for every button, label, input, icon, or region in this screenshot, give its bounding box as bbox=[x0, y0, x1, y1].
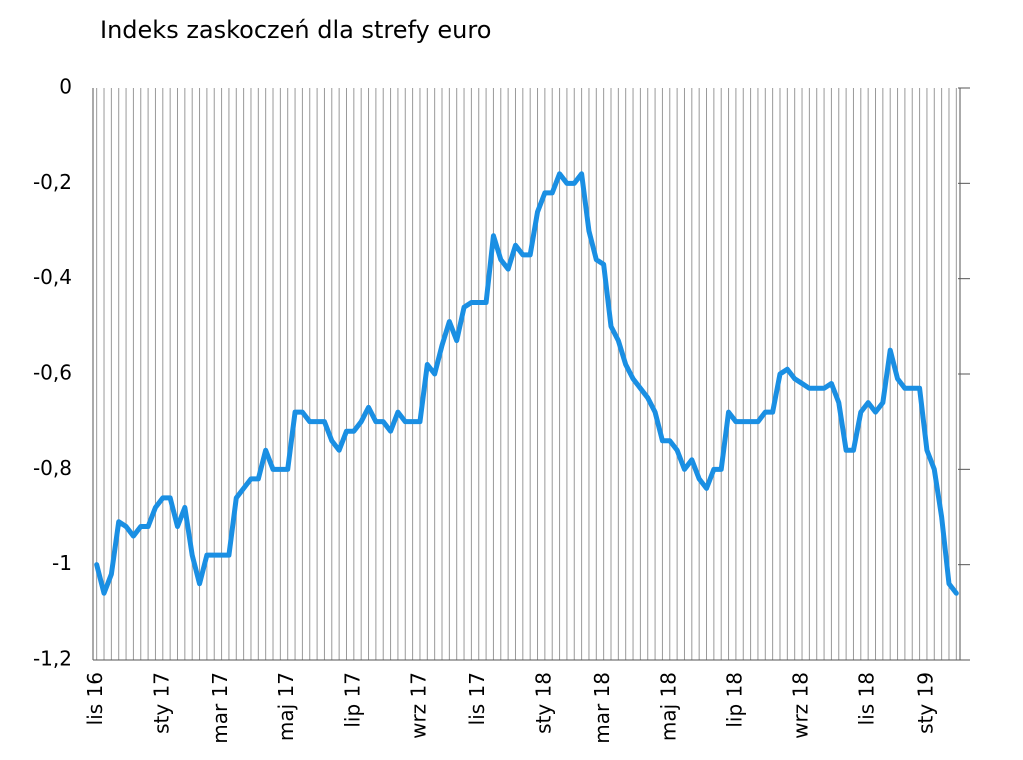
x-tick-label: lip 17 bbox=[340, 672, 364, 728]
y-tick-label: -0,2 bbox=[33, 170, 72, 194]
chart-title: Indeks zaskoczeń dla strefy euro bbox=[100, 16, 491, 44]
x-tick-label: maj 17 bbox=[274, 672, 298, 741]
x-tick-label: lis 17 bbox=[465, 672, 489, 725]
x-tick-label: sty 17 bbox=[149, 672, 173, 734]
y-tick-label: -1,2 bbox=[33, 647, 72, 671]
y-tick-label: -0,6 bbox=[33, 361, 72, 385]
x-tick-label: lip 18 bbox=[722, 672, 746, 728]
x-tick-label: mar 18 bbox=[590, 672, 614, 744]
x-tick-label: wrz 18 bbox=[789, 672, 813, 739]
data-line bbox=[94, 171, 959, 596]
x-tick-label: sty 19 bbox=[913, 672, 937, 734]
y-tick-label: -1 bbox=[52, 551, 72, 575]
y-tick-label: -0,4 bbox=[33, 265, 72, 289]
x-tick-label: sty 18 bbox=[531, 672, 555, 734]
x-tick-label: wrz 17 bbox=[406, 672, 430, 739]
y-tick-label: 0 bbox=[59, 75, 72, 99]
x-tick-label: maj 18 bbox=[656, 672, 680, 741]
x-tick-label: mar 17 bbox=[208, 672, 232, 744]
x-tick-label: lis 18 bbox=[855, 672, 879, 725]
y-tick-label: -0,8 bbox=[33, 456, 72, 480]
x-tick-label: lis 16 bbox=[83, 672, 107, 725]
